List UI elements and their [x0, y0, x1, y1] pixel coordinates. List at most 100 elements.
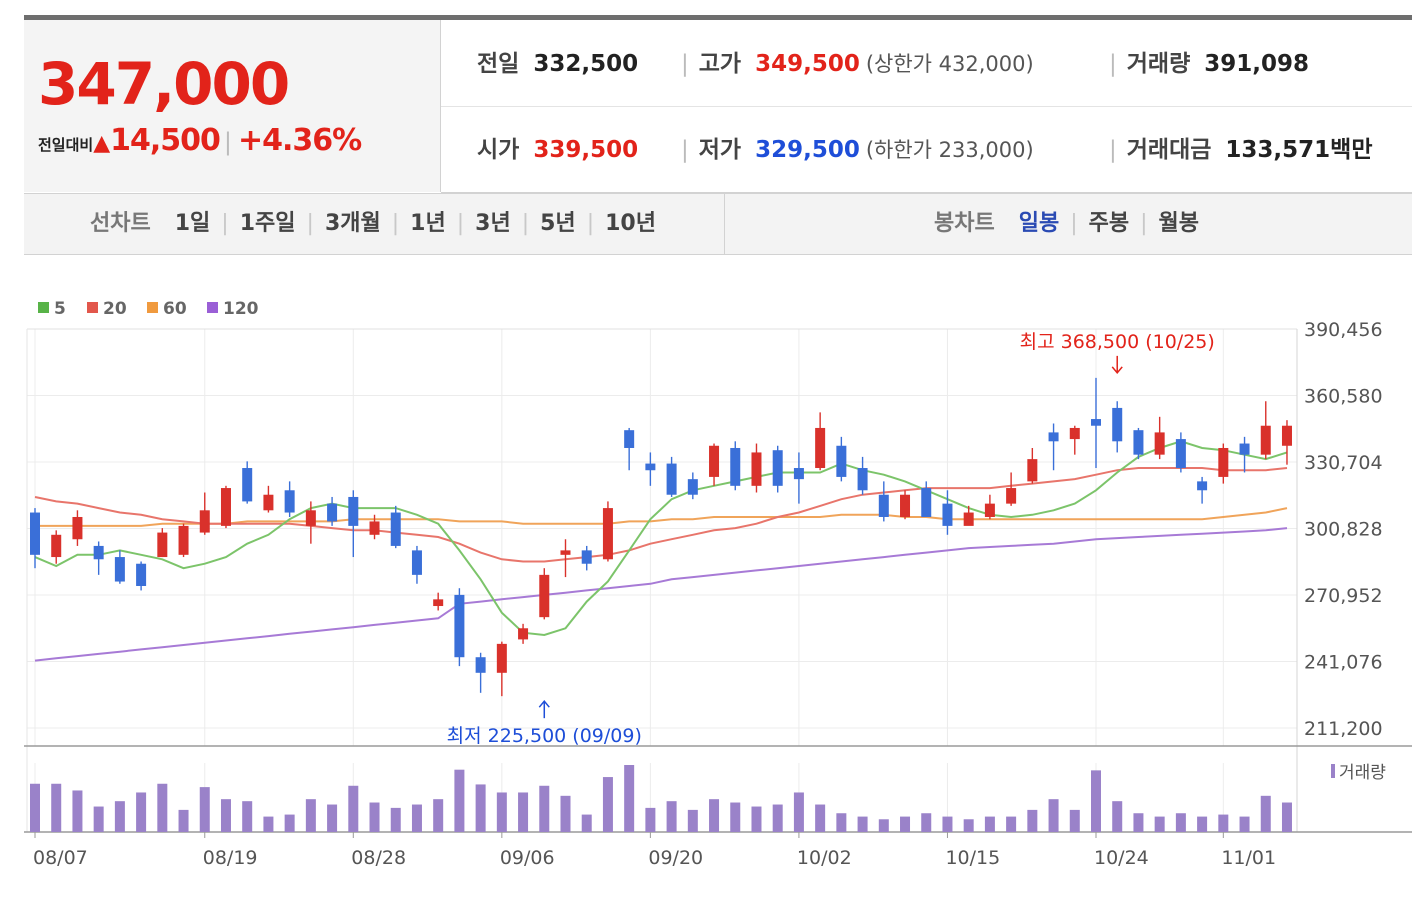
- candle-body: [1091, 419, 1101, 426]
- legend-label: 120: [223, 299, 259, 319]
- candle-body: [772, 450, 783, 486]
- y-tick-label: 330,704: [1304, 452, 1383, 474]
- stat-prev-close: 전일 332,500: [477, 49, 638, 79]
- volume-bar: [305, 799, 316, 832]
- candle: [1027, 447, 1038, 484]
- candle: [199, 492, 210, 535]
- candle-body: [114, 557, 125, 582]
- stat-label: 전일: [477, 51, 520, 77]
- candle: [984, 494, 995, 520]
- candle: [1048, 423, 1059, 471]
- price-summary: 347,000 전일대비▲14,500 | +4.36%: [24, 20, 441, 192]
- stat-label: 시가: [477, 137, 520, 163]
- volume-bar: [93, 806, 104, 832]
- candle: [518, 623, 529, 644]
- divider: |: [681, 137, 689, 163]
- volume-bar: [857, 816, 868, 832]
- x-tick-label: 08/28: [351, 847, 406, 869]
- candle-body: [411, 550, 422, 575]
- volume-bar: [1048, 799, 1059, 832]
- volume-bar: [963, 819, 974, 832]
- stat-value: 329,500: [755, 137, 860, 163]
- candle: [390, 505, 401, 549]
- candle: [815, 412, 826, 471]
- stat-volume: | 거래량 391,098: [1109, 49, 1309, 79]
- volume-bar: [921, 813, 932, 832]
- candle-body: [93, 545, 104, 560]
- ma20-line: [34, 467, 1288, 563]
- volume-bar: [984, 816, 995, 832]
- candle: [433, 592, 444, 611]
- candle-body: [199, 510, 210, 533]
- candle-body: [369, 521, 380, 535]
- tab-monthly[interactable]: 월봉: [1158, 211, 1200, 236]
- line-chart-tabs: 선차트 1일 | 1주일 | 3개월 | 1년 | 3년 | 5년 | 10년: [90, 210, 656, 238]
- volume-bar: [178, 809, 189, 832]
- volume-bar: [687, 809, 698, 832]
- candle: [411, 545, 422, 584]
- tab-3y[interactable]: 3년: [475, 211, 511, 236]
- candle: [624, 427, 635, 471]
- divider: |: [1109, 137, 1117, 163]
- tab-daily[interactable]: 일봉: [1018, 211, 1060, 236]
- volume-bar: [1027, 809, 1038, 832]
- current-price: 347,000: [38, 50, 290, 118]
- x-tick-label: 11/01: [1221, 847, 1276, 869]
- stat-low: | 저가 329,500 (하한가 233,000): [681, 135, 1034, 165]
- candle-body: [136, 563, 147, 586]
- candle: [1260, 401, 1271, 460]
- divider: |: [456, 211, 465, 236]
- stat-label: 저가: [698, 137, 742, 163]
- candle-body: [433, 599, 444, 607]
- candle-chart-tabs: 봉차트 일봉 | 주봉 | 월봉: [934, 210, 1199, 238]
- line-chart-label: 선차트: [90, 211, 151, 236]
- divider: |: [521, 211, 530, 236]
- candle-body: [30, 512, 40, 555]
- stat-value: 133,571: [1225, 137, 1331, 163]
- candle: [602, 501, 613, 562]
- volume-bar: [1239, 816, 1250, 832]
- tab-1y[interactable]: 1년: [410, 211, 446, 236]
- tab-5y[interactable]: 5년: [540, 211, 576, 236]
- candle: [1006, 472, 1017, 506]
- y-tick-label: 300,828: [1304, 519, 1383, 541]
- chart-tabbar: 선차트 1일 | 1주일 | 3개월 | 1년 | 3년 | 5년 | 10년 봉차트 일봉 | 주봉 | 월봉: [24, 193, 1412, 255]
- stat-value: 391,098: [1204, 51, 1309, 77]
- volume-bar: [284, 814, 295, 832]
- tab-3m[interactable]: 3개월: [324, 211, 381, 236]
- volume-bar: [581, 814, 592, 832]
- candle: [263, 485, 274, 513]
- ma5-line: [34, 440, 1288, 637]
- candle-body: [687, 479, 698, 495]
- legend-swatch: [38, 302, 49, 313]
- volume-bar: [1006, 816, 1017, 832]
- x-tick-label: 10/15: [945, 847, 1000, 869]
- candle-body: [496, 643, 507, 673]
- legend-item: 20: [87, 299, 127, 319]
- candle-body: [72, 516, 83, 540]
- candle-body: [709, 445, 720, 477]
- divider: |: [306, 211, 314, 236]
- volume-bar: [1260, 795, 1271, 832]
- tab-1w[interactable]: 1주일: [239, 211, 296, 236]
- volume-bar: [1154, 816, 1165, 832]
- tab-1d[interactable]: 1일: [174, 211, 211, 236]
- tab-weekly[interactable]: 주봉: [1088, 211, 1130, 236]
- candle: [581, 545, 592, 571]
- x-tick-label: 08/07: [33, 847, 88, 869]
- volume-bar: [1091, 770, 1101, 832]
- row-divider: [441, 106, 1412, 107]
- volume-bar: [666, 801, 677, 832]
- candle-body: [602, 508, 613, 560]
- legend-label: 5: [54, 299, 66, 319]
- stat-value: 339,500: [533, 137, 639, 163]
- volume-bar: [327, 804, 338, 832]
- candle-body: [242, 468, 253, 502]
- y-tick-label: 390,456: [1304, 319, 1383, 341]
- candle: [72, 510, 83, 546]
- change-amount: 14,500: [110, 123, 221, 158]
- candle: [327, 496, 338, 526]
- stat-value: 349,500: [755, 51, 860, 77]
- tab-10y[interactable]: 10년: [605, 211, 656, 236]
